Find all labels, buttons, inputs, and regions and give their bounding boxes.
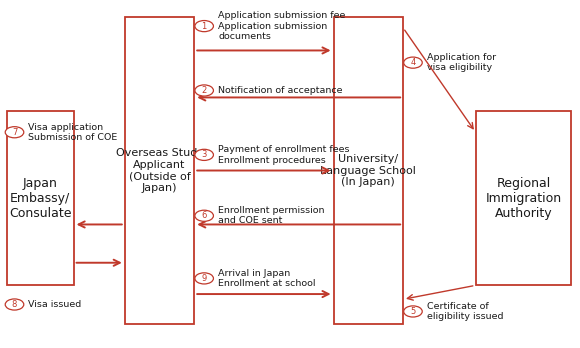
Text: 2: 2 (201, 86, 207, 95)
Circle shape (404, 57, 422, 68)
Text: Regional
Immigration
Authority: Regional Immigration Authority (485, 177, 561, 220)
Text: Application submission fee
Application submission
documents: Application submission fee Application s… (218, 11, 346, 41)
Circle shape (404, 306, 422, 317)
Circle shape (5, 127, 24, 138)
FancyBboxPatch shape (476, 111, 571, 285)
Circle shape (195, 85, 213, 96)
Text: Application for
visa eligibility: Application for visa eligibility (427, 53, 496, 72)
Text: Arrival in Japan
Enrollment at school: Arrival in Japan Enrollment at school (218, 269, 316, 288)
Text: 4: 4 (410, 58, 416, 67)
Circle shape (5, 299, 24, 310)
Text: 9: 9 (201, 274, 207, 283)
FancyBboxPatch shape (334, 17, 403, 324)
Text: 7: 7 (12, 128, 17, 137)
Circle shape (195, 210, 213, 221)
Circle shape (195, 273, 213, 284)
Text: Japan
Embassy/
Consulate: Japan Embassy/ Consulate (9, 177, 71, 220)
Text: 6: 6 (201, 211, 207, 220)
FancyBboxPatch shape (7, 111, 74, 285)
Text: Visa application
Submission of COE: Visa application Submission of COE (28, 122, 118, 142)
Text: Visa issued: Visa issued (28, 300, 82, 309)
Text: Notification of acceptance: Notification of acceptance (218, 86, 343, 95)
Circle shape (195, 21, 213, 32)
Text: 8: 8 (12, 300, 17, 309)
Text: University/
Language School
(In Japan): University/ Language School (In Japan) (320, 154, 416, 187)
Text: 5: 5 (410, 307, 416, 316)
Text: Overseas Study
Applicant
(Outside of
Japan): Overseas Study Applicant (Outside of Jap… (115, 148, 204, 193)
Circle shape (195, 149, 213, 160)
Text: Certificate of
eligibility issued: Certificate of eligibility issued (427, 302, 503, 321)
Text: Enrollment permission
and COE sent: Enrollment permission and COE sent (218, 206, 325, 226)
Text: 3: 3 (201, 150, 207, 159)
FancyBboxPatch shape (125, 17, 194, 324)
Text: 1: 1 (201, 22, 207, 31)
Text: Payment of enrollment fees
Enrollment procedures: Payment of enrollment fees Enrollment pr… (218, 145, 350, 165)
